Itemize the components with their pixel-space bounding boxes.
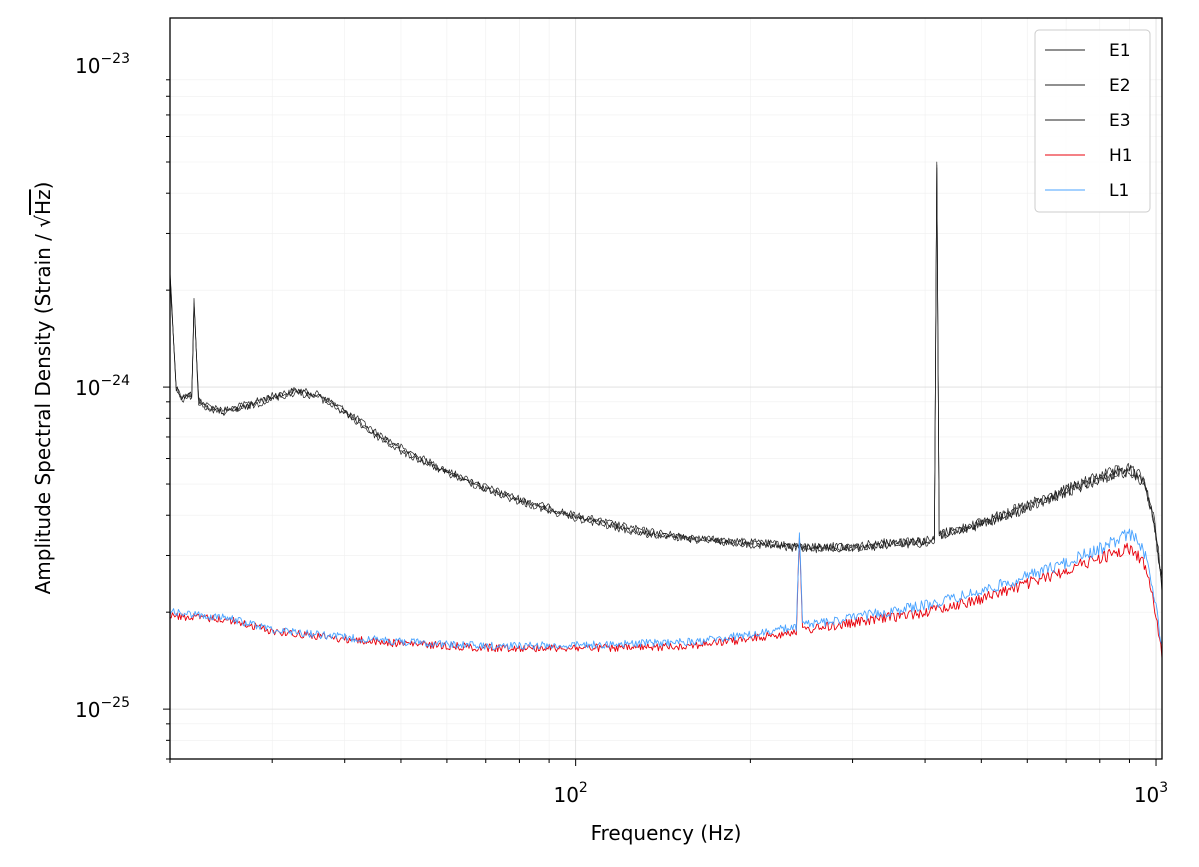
y-tick-label: 10−24	[75, 373, 130, 400]
legend-label-e3: E3	[1109, 111, 1131, 131]
legend-box	[1034, 29, 1151, 213]
legend-label-l1: L1	[1109, 181, 1129, 201]
y-tick-label: 10−25	[75, 695, 130, 722]
tick-labels: 102 103 10−23 10−24 10−25	[75, 51, 1168, 807]
y-tick-label: 10−23	[75, 51, 130, 78]
series-line-e3	[170, 164, 1162, 579]
y-axis-label-unit: Hz	[31, 189, 55, 215]
y-axis-label-suffix: )	[31, 182, 55, 190]
major-grid	[170, 18, 1162, 759]
series-line-e2	[170, 167, 1162, 593]
legend: E1 E2 E3 H1 L1	[1034, 29, 1151, 213]
svg-text:Amplitude Spectral Density (St: Amplitude Spectral Density (Strain / √Hz…	[31, 182, 55, 595]
x-axis-label: Frequency (Hz)	[591, 821, 742, 845]
minor-grid	[169, 18, 1162, 760]
y-axis-label-root: √	[31, 215, 55, 228]
legend-label-h1: H1	[1109, 146, 1133, 166]
x-tick-label: 103	[1134, 780, 1168, 807]
series-layer	[170, 161, 1162, 659]
ticks	[163, 79, 1157, 766]
x-tick-label: 102	[553, 780, 587, 807]
y-axis-label: Amplitude Spectral Density (Strain / √Hz…	[31, 182, 55, 595]
y-axis-label-prefix: Amplitude Spectral Density (Strain /	[31, 228, 55, 595]
series-line-l1	[170, 528, 1162, 651]
plot-frame	[169, 17, 1163, 760]
legend-label-e1: E1	[1109, 41, 1131, 61]
legend-label-e2: E2	[1109, 76, 1131, 96]
